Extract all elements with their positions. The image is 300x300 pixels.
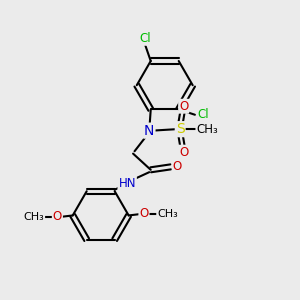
Text: CH₃: CH₃: [23, 212, 44, 222]
Text: O: O: [53, 210, 62, 224]
Text: S: S: [176, 122, 184, 136]
Text: N: N: [144, 124, 154, 138]
Text: O: O: [139, 208, 148, 220]
Text: CH₃: CH₃: [196, 123, 218, 136]
Text: O: O: [179, 146, 188, 159]
Text: HN: HN: [118, 177, 136, 190]
Text: O: O: [179, 100, 188, 113]
Text: Cl: Cl: [197, 108, 209, 121]
Text: Cl: Cl: [140, 32, 151, 45]
Text: CH₃: CH₃: [157, 209, 178, 219]
Text: O: O: [172, 160, 182, 173]
